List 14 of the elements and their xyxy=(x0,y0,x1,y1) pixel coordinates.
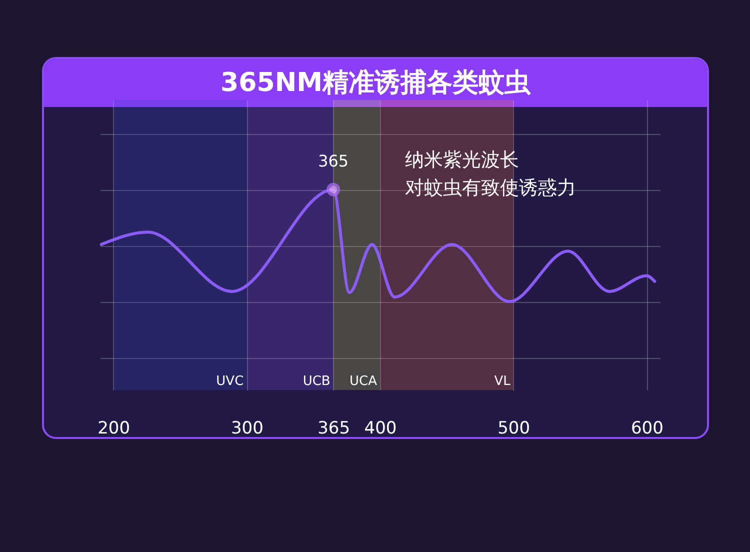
chart-title: 365NM精准诱捕各类蚊虫 xyxy=(44,59,707,107)
band-label: VL xyxy=(494,374,512,389)
text: 纳米紫光波长 xyxy=(405,149,519,171)
x-tick-label: 300 xyxy=(230,418,264,438)
x-tick-label: 600 xyxy=(630,418,664,438)
x-tick-label: 200 xyxy=(98,418,130,438)
annotation: 对蚊虫有致使诱惑力 xyxy=(405,177,576,199)
x-tick-label: 365 xyxy=(318,418,350,438)
x-tick-label: 400 xyxy=(364,418,397,438)
band-label: UVC xyxy=(216,374,244,389)
band-label: UCB xyxy=(302,374,330,389)
annotation: 365 xyxy=(318,152,349,171)
band-label: UCA xyxy=(350,374,378,389)
x-tick-label: 500 xyxy=(498,418,530,438)
